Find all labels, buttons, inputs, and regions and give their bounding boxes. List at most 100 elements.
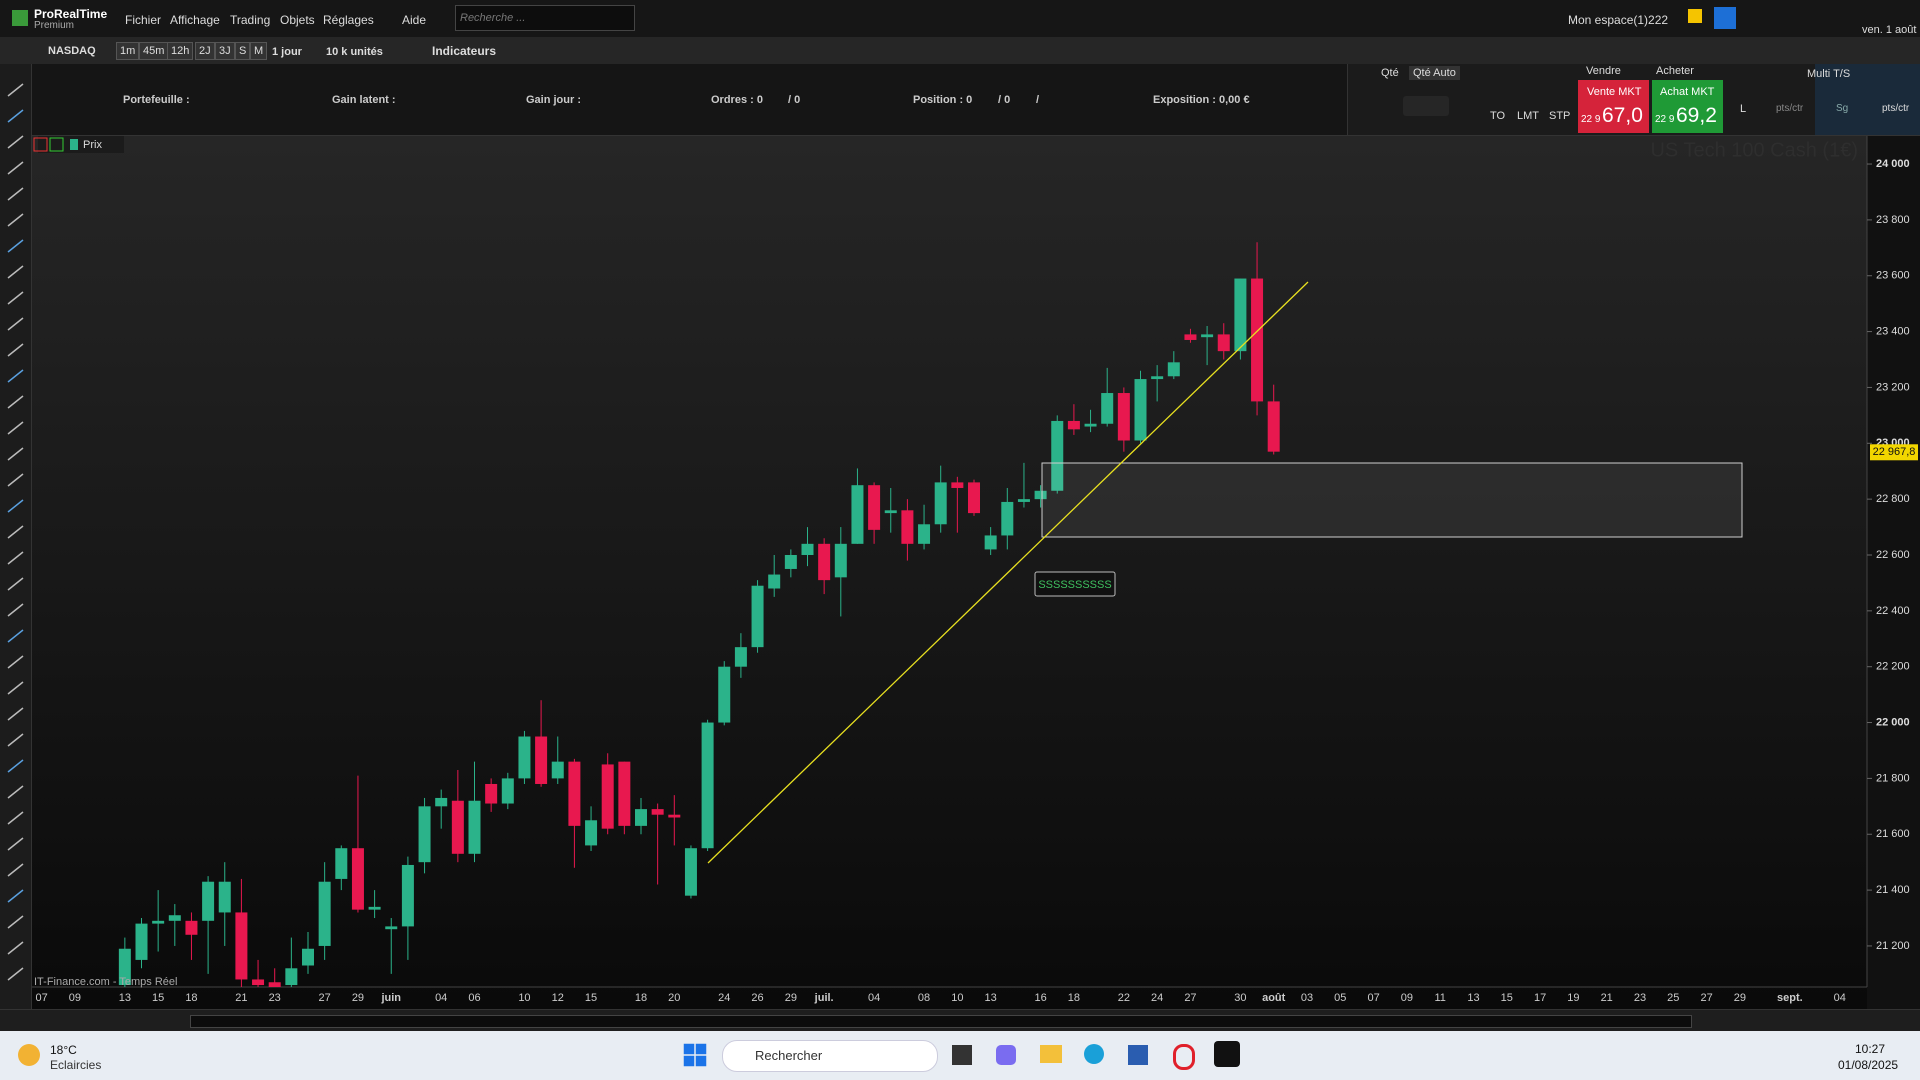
tab-icon <box>70 139 78 150</box>
instrument[interactable]: NASDAQ <box>48 45 96 57</box>
scrollbar[interactable] <box>190 1015 1692 1028</box>
order-type[interactable]: TO <box>1490 110 1506 122</box>
menu-item[interactable]: Affichage <box>170 13 220 27</box>
candle-body <box>118 948 131 986</box>
app-icon[interactable] <box>1084 1044 1104 1064</box>
candle-body <box>734 647 747 667</box>
stop-label[interactable]: Sg <box>1836 103 1849 114</box>
candle-body <box>418 806 431 863</box>
order-type[interactable]: LMT <box>1517 110 1539 122</box>
multi-ts[interactable]: Multi T/S <box>1807 68 1851 80</box>
period-select[interactable]: 1 jour <box>272 46 302 58</box>
x-tick-label: 10 <box>951 992 963 1004</box>
trendline[interactable] <box>707 281 1309 864</box>
period-button[interactable]: 12h <box>167 42 194 60</box>
candle-body <box>984 535 997 550</box>
period-button[interactable]: M <box>250 42 268 60</box>
latent-gain: Gain latent : <box>332 94 396 106</box>
period-button[interactable]: 3J <box>215 42 235 60</box>
menu-item[interactable]: Fichier <box>125 13 162 27</box>
last-price-label: 22 967,8 <box>1873 446 1916 458</box>
search-box[interactable]: Recherche ... <box>455 5 635 31</box>
tool-icon <box>7 499 24 513</box>
x-tick-label: juil. <box>814 992 834 1004</box>
limit-label[interactable]: L <box>1740 103 1747 115</box>
position-count: / 0 <box>998 94 1011 106</box>
period-button[interactable]: 1m <box>116 42 140 60</box>
qty-label: Qté <box>1381 67 1399 79</box>
y-tick-label: 21 200 <box>1876 940 1910 952</box>
tab-icon[interactable] <box>33 137 48 152</box>
tool-icon <box>7 863 24 877</box>
day-gain: Gain jour : <box>526 94 581 106</box>
menu-item[interactable]: Objets <box>280 13 315 27</box>
x-tick-label: 17 <box>1534 992 1546 1004</box>
tool-icon <box>7 707 24 721</box>
x-tick-label: sept. <box>1777 992 1803 1004</box>
x-tick-label: 11 <box>1434 992 1445 1004</box>
sell-button[interactable]: Vente MKT 22 9 67,0 <box>1578 80 1649 133</box>
flag-icon[interactable] <box>1688 9 1702 23</box>
menu-item[interactable]: Réglages <box>323 13 374 27</box>
candle-body <box>185 920 198 935</box>
qty-auto[interactable]: Qté Auto <box>1409 66 1460 80</box>
candle-body <box>252 979 265 986</box>
period-button[interactable]: S <box>235 42 251 60</box>
tool-icon <box>7 577 24 591</box>
chart: US Tech 100 Cash (1€) SSSSSSSSSS Prix IT… <box>32 135 1920 1009</box>
zone-rectangle[interactable] <box>1041 462 1743 538</box>
candle-body <box>435 797 448 807</box>
period-button[interactable]: 2J <box>195 42 215 60</box>
candle-body <box>1034 490 1047 500</box>
sell-header: Vendre <box>1586 65 1621 77</box>
x-tick-label: 21 <box>1601 992 1613 1004</box>
candles <box>118 242 1280 987</box>
app-icon[interactable] <box>996 1045 1016 1065</box>
tool-icon <box>7 967 24 981</box>
position: Position : 0 <box>913 94 973 106</box>
taskbar-search[interactable]: Rechercher <box>722 1040 938 1072</box>
indicators-button[interactable]: Indicateurs <box>432 44 497 58</box>
help[interactable]: Aide <box>402 13 427 27</box>
app-icon[interactable] <box>1128 1045 1148 1065</box>
tool-icon <box>7 837 24 851</box>
menu-item[interactable]: Trading <box>230 13 271 27</box>
app-icon[interactable] <box>952 1045 972 1065</box>
candle-body <box>1017 499 1030 502</box>
chart-tab[interactable]: Prix <box>83 139 102 151</box>
candle-body <box>668 814 681 818</box>
tool-icon <box>7 759 24 773</box>
qty-input[interactable] <box>1403 96 1449 116</box>
x-tick-label: 15 <box>152 992 164 1004</box>
candle-body <box>1067 420 1080 430</box>
y-tick-label: 22 000 <box>1876 716 1910 728</box>
annotation-box[interactable] <box>1034 571 1116 597</box>
x-tick-label: 15 <box>585 992 597 1004</box>
tool-icon <box>7 551 24 565</box>
app-icon[interactable] <box>1040 1045 1062 1063</box>
workspace[interactable]: Mon espace(1)222 <box>1568 13 1669 27</box>
orders: Ordres : 0 <box>711 94 763 106</box>
weather-icon <box>18 1044 40 1066</box>
units-select[interactable]: 10 k unités <box>326 46 383 58</box>
candle-body <box>468 800 481 854</box>
app-icon[interactable] <box>1214 1041 1240 1067</box>
x-tick-label: 30 <box>1234 992 1246 1004</box>
candle-body <box>834 543 847 578</box>
annotation: SSSSSSSSSS <box>1038 579 1111 591</box>
period-button[interactable]: 45m <box>139 42 169 60</box>
portfolio: Portefeuille : <box>123 94 190 106</box>
x-tick-label: 08 <box>918 992 930 1004</box>
candle-body <box>1234 278 1247 352</box>
start-button[interactable] <box>683 1043 695 1055</box>
sound-icon[interactable] <box>1714 7 1736 29</box>
candle-body <box>351 848 364 910</box>
sell-price: 67,0 <box>1602 104 1643 127</box>
candle-body <box>518 736 531 779</box>
order-type[interactable]: STP <box>1549 110 1571 122</box>
app-icon[interactable] <box>1173 1044 1195 1070</box>
tab-icon[interactable] <box>49 137 64 152</box>
x-tick-label: 29 <box>352 992 364 1004</box>
candle-body <box>968 482 980 514</box>
buy-button[interactable]: Achat MKT 22 9 69,2 <box>1652 80 1723 133</box>
